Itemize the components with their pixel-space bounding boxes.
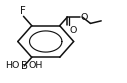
Text: HO: HO — [5, 61, 19, 70]
Text: F: F — [20, 5, 26, 16]
Text: O: O — [70, 26, 77, 35]
Text: O: O — [80, 13, 88, 22]
Text: OH: OH — [29, 61, 43, 70]
Text: B: B — [21, 61, 28, 71]
